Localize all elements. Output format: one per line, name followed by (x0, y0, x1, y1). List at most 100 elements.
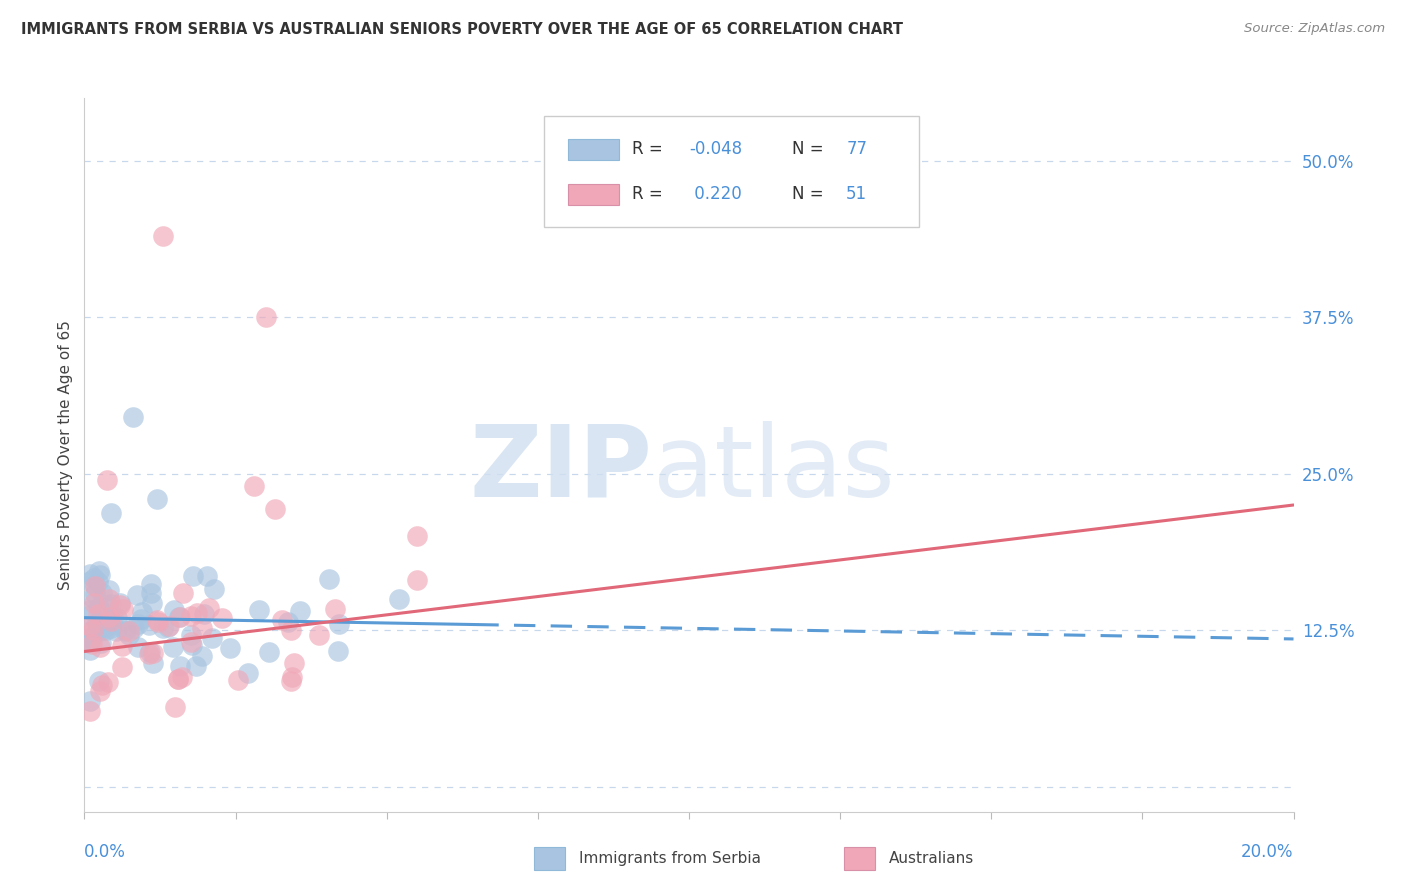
Point (152, 228, 174, 243)
Point (184, 659, 207, 673)
Text: atlas: atlas (652, 421, 894, 517)
Point (281, 670, 304, 684)
Point (280, 623, 302, 637)
Point (219, 641, 242, 656)
Point (152, 621, 174, 635)
Point (156, 620, 179, 634)
Text: 20.0%: 20.0% (1241, 843, 1294, 861)
Point (259, 645, 281, 659)
Point (111, 640, 134, 654)
Point (115, 623, 138, 637)
Point (323, 602, 346, 616)
Point (180, 638, 202, 652)
Point (318, 572, 340, 586)
Point (242, 479, 264, 493)
Point (288, 604, 311, 618)
Point (163, 603, 186, 617)
Point (195, 569, 218, 583)
Point (97, 674, 120, 689)
Text: 51: 51 (846, 186, 868, 203)
Text: 0.220: 0.220 (689, 186, 742, 203)
Text: Immigrants from Serbia: Immigrants from Serbia (579, 851, 761, 866)
Point (308, 628, 330, 642)
Point (180, 609, 202, 624)
Point (79, 603, 101, 617)
Point (326, 644, 349, 658)
Point (180, 635, 202, 649)
Point (263, 502, 285, 516)
Point (129, 612, 152, 626)
Point (96, 619, 118, 633)
Point (79, 635, 101, 649)
Point (114, 624, 136, 638)
Text: IMMIGRANTS FROM SERBIA VS AUSTRALIAN SENIORS POVERTY OVER THE AGE OF 65 CORRELAT: IMMIGRANTS FROM SERBIA VS AUSTRALIAN SEN… (21, 22, 903, 37)
Point (280, 674, 302, 689)
Point (79, 694, 101, 708)
Point (89, 635, 111, 649)
Point (79, 574, 101, 588)
Point (84, 587, 107, 601)
Point (100, 506, 122, 520)
Point (82, 637, 104, 651)
Text: 0.0%: 0.0% (84, 843, 127, 861)
Point (283, 657, 305, 671)
Point (202, 582, 225, 597)
Point (186, 606, 208, 620)
Point (117, 628, 139, 642)
Point (111, 659, 134, 673)
Point (89, 640, 111, 654)
Point (139, 585, 162, 599)
Point (236, 665, 259, 680)
Point (100, 614, 122, 628)
Text: 77: 77 (846, 141, 868, 159)
Point (86, 616, 108, 631)
Point (87, 564, 110, 578)
Text: Australians: Australians (889, 851, 974, 866)
Point (82, 623, 104, 637)
Point (127, 640, 149, 655)
Bar (568, 184, 619, 205)
Point (142, 646, 165, 660)
Point (271, 613, 294, 627)
Point (191, 648, 214, 663)
Point (162, 640, 184, 654)
Point (84, 579, 107, 593)
Point (100, 621, 122, 635)
Point (90, 678, 112, 692)
Point (89, 624, 111, 639)
Point (122, 621, 145, 635)
Point (172, 670, 194, 684)
Point (142, 657, 165, 671)
Point (127, 616, 149, 631)
Point (121, 410, 143, 425)
Point (100, 597, 122, 611)
Point (138, 648, 160, 662)
Point (406, 529, 429, 543)
Point (193, 607, 215, 622)
Point (101, 611, 124, 625)
Point (79, 632, 101, 646)
Bar (568, 139, 619, 161)
Point (146, 491, 169, 506)
Point (79, 619, 101, 633)
Point (79, 566, 101, 581)
Point (157, 618, 180, 632)
Point (80, 590, 103, 604)
FancyBboxPatch shape (544, 116, 918, 227)
Point (87, 600, 110, 615)
Point (169, 610, 191, 624)
Point (181, 568, 204, 582)
Point (105, 624, 128, 639)
Point (141, 596, 163, 610)
Point (108, 596, 131, 610)
Point (139, 645, 162, 659)
Point (97, 600, 120, 615)
Point (190, 621, 212, 635)
Point (165, 700, 187, 714)
Point (98, 613, 121, 627)
Point (328, 617, 350, 632)
Point (83, 571, 105, 585)
Point (172, 586, 194, 600)
Point (145, 613, 167, 627)
Text: N =: N = (792, 186, 828, 203)
